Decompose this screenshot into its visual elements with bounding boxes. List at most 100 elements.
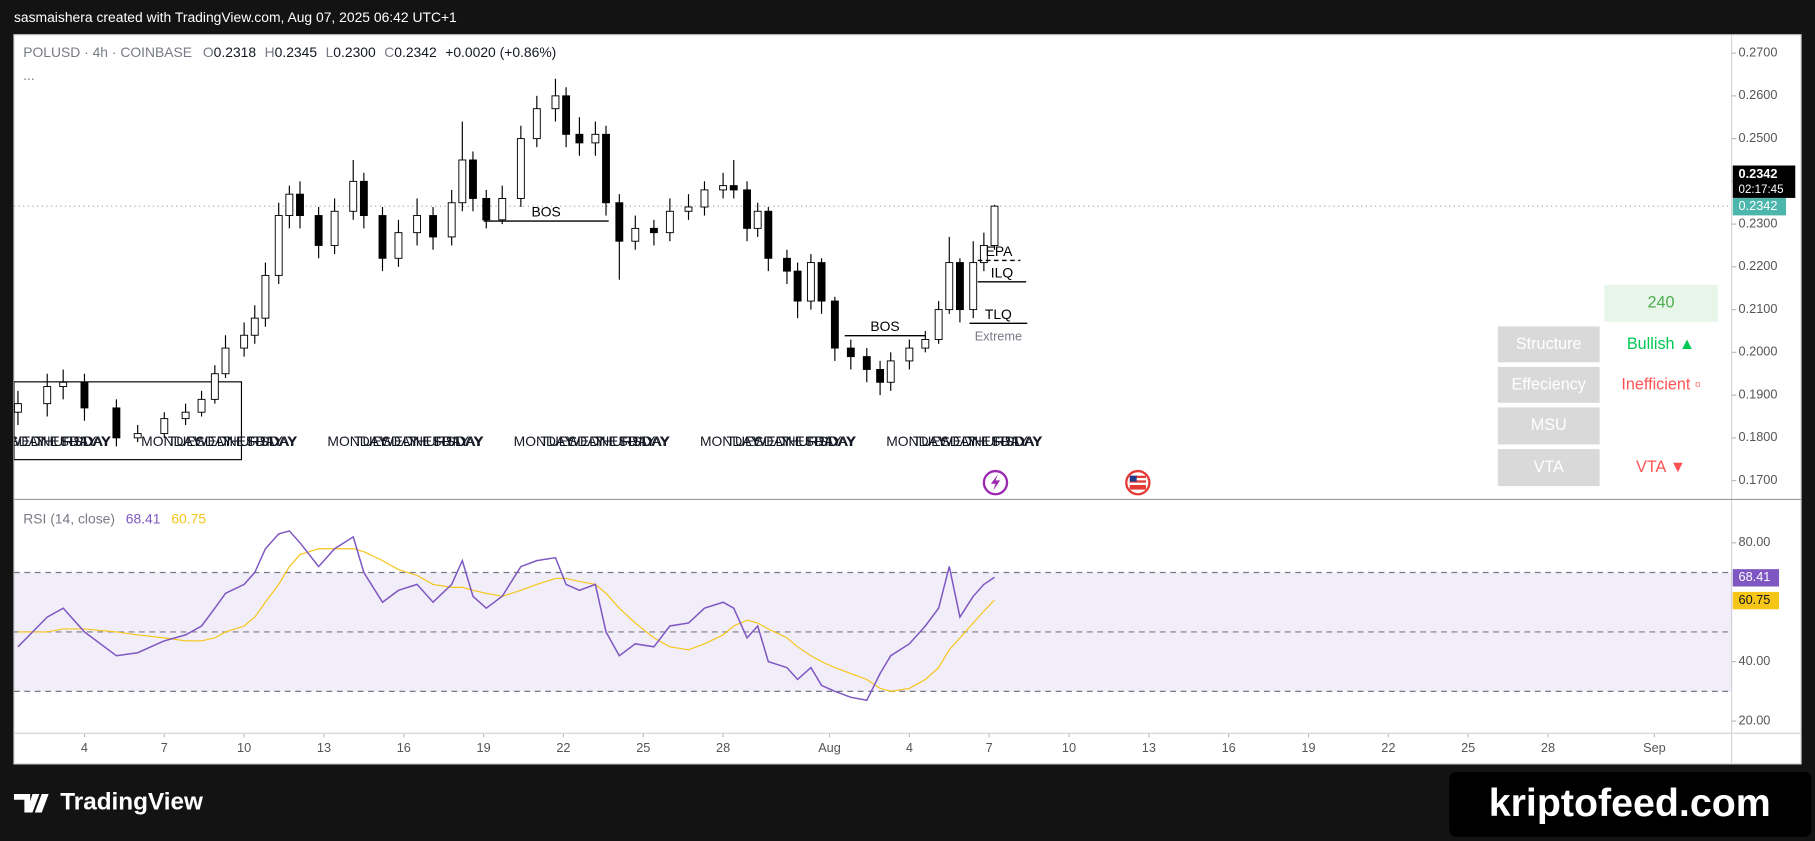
candle-body: [458, 159, 467, 204]
table-cell: [1497, 326, 1600, 363]
y-tick-label: 80.00: [1739, 534, 1771, 549]
legend-value: 0.2300: [333, 44, 376, 60]
candle-body: [469, 159, 477, 199]
x-tick-label: 7: [986, 740, 993, 755]
candle-body: [532, 108, 541, 140]
x-tick-label: 4: [906, 740, 913, 755]
candle-body: [43, 386, 52, 405]
candle-body: [240, 334, 249, 349]
candle-body: [285, 193, 294, 217]
y-tick-label: 0.1700: [1739, 472, 1778, 487]
flag-canton: [1129, 475, 1137, 482]
price-label-box: [1732, 198, 1787, 216]
x-tick-label: Aug: [818, 740, 841, 755]
weekday-label: WEDNESDAY: [194, 433, 282, 449]
candle-body: [562, 95, 571, 135]
candle-body: [665, 210, 674, 234]
candle-body: [990, 205, 999, 246]
weekday-label: WEDNESDAY: [567, 433, 655, 449]
weekday-label: FRIDAY: [993, 433, 1043, 449]
x-tick-label: 28: [1541, 740, 1555, 755]
candle-body: [429, 215, 437, 238]
brand-name[interactable]: TradingView: [60, 789, 203, 816]
legend-key: L: [326, 44, 334, 60]
flag-stripe: [1129, 482, 1146, 485]
legend-more[interactable]: ...: [23, 67, 35, 83]
weekday-label: FRIDAY: [61, 433, 111, 449]
level-label: TLQ: [985, 306, 1012, 322]
candle-body: [631, 227, 640, 242]
level-label: ILQ: [991, 264, 1014, 280]
candle-body: [862, 356, 871, 370]
candle-body: [905, 347, 914, 362]
legend-key: C: [384, 44, 394, 60]
weekday-label: WEDNESDAY: [8, 433, 96, 449]
candle-body: [876, 368, 885, 383]
weekday-label: WEDNESDAY: [753, 433, 841, 449]
legend-value: 0.2342: [394, 44, 437, 60]
weekday-label: MONDAY: [141, 433, 201, 449]
weekday-label: WEDNESDAY: [381, 433, 469, 449]
candle-body: [743, 189, 751, 229]
rsi-line: [17, 530, 995, 702]
candle-body: [551, 95, 560, 110]
candle-body: [261, 274, 270, 319]
table-cell: [1497, 407, 1600, 445]
candle-body: [274, 215, 283, 276]
y-tick-label: 0.2500: [1739, 130, 1778, 145]
watermark-box: [1449, 772, 1812, 837]
rsi-line: [17, 548, 995, 692]
rsi-ma-value: 60.75: [171, 510, 206, 526]
candle-body: [955, 262, 964, 311]
weekday-label: TUESDAY: [540, 433, 605, 449]
candle-body: [979, 245, 988, 264]
candle-body: [793, 270, 802, 302]
candle-body: [806, 262, 815, 302]
weekday-label: MONDAY: [514, 433, 574, 449]
rsi-title: RSI (14, close): [23, 510, 115, 526]
candle-body: [700, 189, 709, 208]
y-tick-label: 40.00: [1739, 653, 1771, 668]
candle-body: [394, 232, 403, 259]
flag-stripe: [1129, 478, 1146, 481]
weekday-label: TUESDAY: [913, 433, 978, 449]
candle-body: [575, 133, 584, 144]
watermark: kriptofeed.com: [1489, 781, 1771, 825]
candle-body: [314, 215, 323, 246]
y-tick-label: 0.2600: [1739, 87, 1778, 102]
price-label-box: [1732, 165, 1796, 198]
table-value: Bullish ▲: [1627, 335, 1695, 353]
value-label-box: [1732, 591, 1780, 610]
y-tick-label: 20.00: [1739, 712, 1771, 727]
candle-body: [296, 193, 304, 217]
candle-body: [846, 347, 855, 358]
price-label: 0.2342: [1739, 198, 1778, 213]
candle-body: [591, 133, 600, 144]
x-tick-label: 22: [1381, 740, 1395, 755]
candle-body: [602, 133, 610, 204]
countdown: 02:17:45: [1739, 184, 1784, 196]
candle-body: [783, 257, 791, 272]
x-tick-label: 28: [716, 740, 730, 755]
weekday-label: THURSDAY: [594, 433, 669, 449]
weekday-label: FRIDAY: [434, 433, 484, 449]
candle-body: [80, 381, 89, 409]
candle-body: [349, 180, 358, 212]
weekday-label: THURSDAY: [966, 433, 1041, 449]
x-tick-label: 22: [556, 740, 570, 755]
weekday-label: TUESDAY: [727, 433, 792, 449]
range-box: [13, 381, 243, 461]
value-label-box: [1732, 569, 1780, 587]
weekday-label: FRIDAY: [806, 433, 856, 449]
y-tick-label: 0.1800: [1739, 429, 1778, 444]
weekday-label: MONDAY: [886, 433, 946, 449]
weekday-label: MONDAY: [700, 433, 760, 449]
x-tick-label: 13: [1142, 740, 1156, 755]
x-tick-label: Sep: [1643, 740, 1666, 755]
candle-body: [516, 138, 525, 199]
level-label: EPA: [986, 243, 1013, 259]
candle-body: [447, 202, 456, 238]
weekday-label: THURSDAY: [407, 433, 482, 449]
weekday-label: THURSDAY: [35, 433, 110, 449]
brand-logo: [13, 794, 49, 813]
